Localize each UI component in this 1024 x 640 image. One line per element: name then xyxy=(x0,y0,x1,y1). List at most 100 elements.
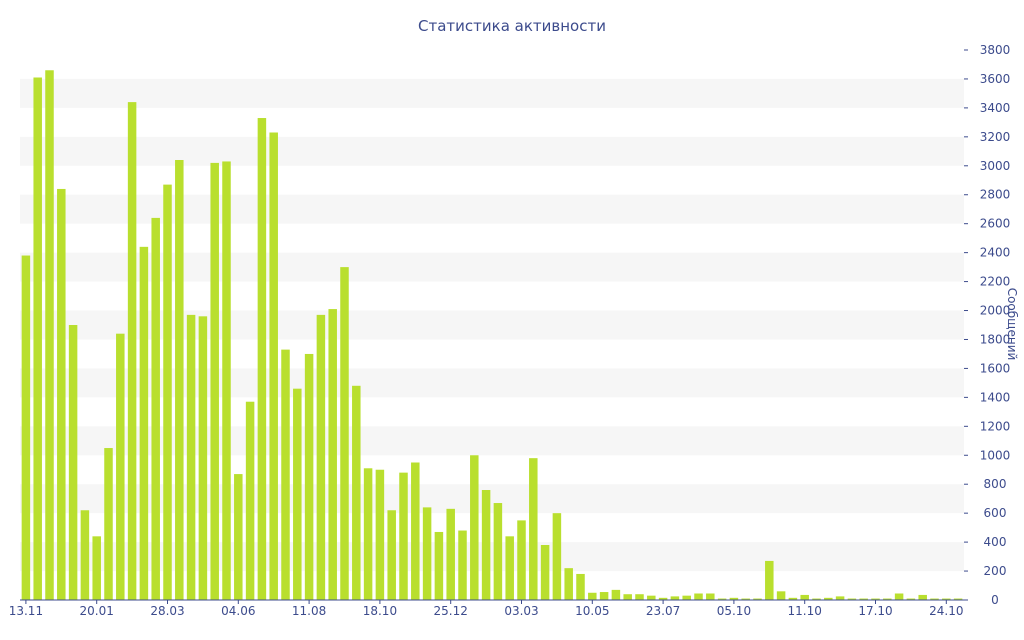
y-tick-label: 2800 xyxy=(980,188,1011,202)
y-tick-label: 2600 xyxy=(980,217,1011,231)
bar xyxy=(706,593,715,600)
bar xyxy=(729,597,739,600)
bar xyxy=(399,472,408,600)
bar xyxy=(765,560,774,600)
x-tick-label: 10.05 xyxy=(575,604,609,618)
bar xyxy=(871,598,880,600)
bar xyxy=(293,388,302,600)
bar xyxy=(647,595,656,600)
x-tick-label: 17.10 xyxy=(858,604,892,618)
y-tick-label: 3200 xyxy=(980,130,1011,144)
y-tick-label: 600 xyxy=(984,506,1007,520)
y-tick-label: 2400 xyxy=(980,246,1011,260)
y-tick-label: 800 xyxy=(984,477,1007,491)
bar xyxy=(411,462,420,600)
bar xyxy=(942,598,951,600)
bar xyxy=(599,592,609,600)
bar xyxy=(257,118,267,600)
bar xyxy=(139,246,149,600)
bar xyxy=(446,508,455,600)
bar xyxy=(116,333,125,600)
x-tick-label: 05.10 xyxy=(717,604,751,618)
bar xyxy=(245,401,255,600)
x-tick-label: 03.03 xyxy=(504,604,538,618)
bar xyxy=(234,474,243,600)
chart-title: Статистика активности xyxy=(418,17,606,35)
grid-band xyxy=(20,78,964,108)
bar xyxy=(776,591,786,600)
y-tick-label: 1800 xyxy=(980,332,1011,346)
bar xyxy=(352,385,361,600)
bar xyxy=(269,132,278,600)
bar xyxy=(68,325,78,600)
bar xyxy=(163,184,172,601)
bar xyxy=(363,468,373,600)
bar xyxy=(493,503,503,600)
bar xyxy=(906,598,916,600)
y-tick-label: 2200 xyxy=(980,275,1011,289)
y-tick-label: 3000 xyxy=(980,159,1011,173)
bar xyxy=(92,536,101,600)
bar xyxy=(210,162,219,600)
bar xyxy=(198,316,208,600)
x-tick-label: 25.12 xyxy=(434,604,468,618)
bar xyxy=(694,593,703,600)
bar xyxy=(186,314,196,600)
bar xyxy=(387,510,396,600)
bar xyxy=(670,596,680,600)
grid-band xyxy=(20,426,964,456)
bar xyxy=(859,598,868,600)
bar xyxy=(517,520,526,600)
bar xyxy=(552,513,562,600)
bar xyxy=(127,102,137,601)
bar xyxy=(623,594,632,600)
y-axis-label: Сообщений xyxy=(1005,288,1019,361)
y-tick-label: 2000 xyxy=(980,304,1011,318)
y-tick-label: 3800 xyxy=(980,43,1011,57)
bar xyxy=(304,353,314,600)
bar xyxy=(104,448,113,600)
bar xyxy=(883,598,892,600)
bar xyxy=(753,598,762,600)
y-axis-ticks: 0 200 400 600 800 1000 1200 1400 1600 1800 2000 220… xyxy=(964,43,1010,607)
y-tick-label: 200 xyxy=(984,564,1007,578)
bar xyxy=(576,573,585,600)
y-tick-label: 400 xyxy=(984,535,1007,549)
bar xyxy=(151,217,160,600)
bars-group xyxy=(21,70,963,601)
grid-bands xyxy=(20,78,964,572)
bar xyxy=(281,349,290,600)
bar xyxy=(930,598,939,600)
y-tick-label: 0 xyxy=(991,593,999,607)
bar xyxy=(470,455,479,600)
bar xyxy=(788,597,798,600)
grid-band xyxy=(20,194,964,224)
y-tick-label: 1600 xyxy=(980,361,1011,375)
bar xyxy=(529,458,538,600)
bar xyxy=(953,598,963,600)
y-tick-label: 3600 xyxy=(980,72,1011,86)
bar xyxy=(682,595,691,600)
bar xyxy=(588,592,597,600)
bar xyxy=(540,545,550,600)
bar xyxy=(57,188,66,600)
bar xyxy=(894,593,904,600)
bar xyxy=(918,594,927,600)
grid-band xyxy=(20,368,964,398)
bar xyxy=(741,598,750,600)
grid-band xyxy=(20,310,964,340)
bar xyxy=(222,161,231,600)
grid-band xyxy=(20,484,964,514)
bar xyxy=(45,70,54,600)
bar xyxy=(33,77,42,600)
bar xyxy=(505,536,514,600)
bar xyxy=(21,255,31,600)
bar xyxy=(824,597,833,600)
bar xyxy=(481,490,491,600)
grid-band xyxy=(20,542,964,572)
x-axis-ticks: 13.11 20.01 28.03 04.06 11.08 18.10 25.12 03.03… xyxy=(9,600,963,618)
bar xyxy=(434,531,444,600)
y-tick-label: 1200 xyxy=(980,419,1011,433)
bar xyxy=(422,507,432,600)
